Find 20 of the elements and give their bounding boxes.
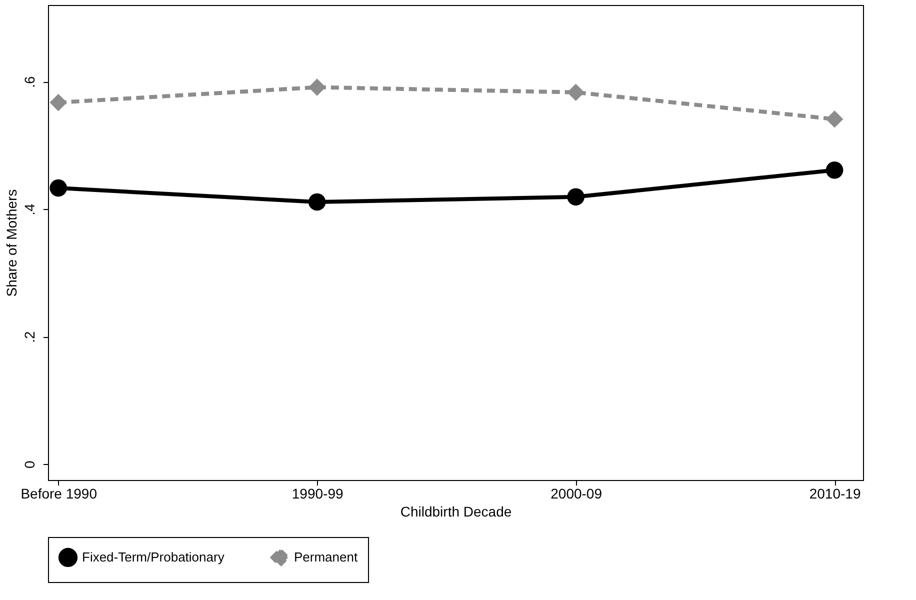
- point: [308, 193, 326, 211]
- y-axis-title: Share of Mothers: [4, 189, 20, 297]
- x-axis-title: Childbirth Decade: [400, 504, 512, 520]
- point: [50, 179, 68, 197]
- y-tick-label: .2: [22, 331, 38, 343]
- x-tick-label: Before 1990: [20, 486, 98, 502]
- point: [567, 84, 584, 102]
- legend-label: Permanent: [294, 549, 358, 564]
- x-tick-label: 1990-99: [292, 486, 344, 502]
- y-tick-label: .6: [22, 76, 38, 88]
- x-tick-label: 2000-09: [550, 486, 602, 502]
- y-tick-label: .4: [22, 203, 38, 216]
- point: [826, 161, 844, 179]
- y-tick-label: 0: [22, 460, 38, 468]
- x-tick-label: 2010-19: [809, 486, 861, 502]
- legend-label: Fixed-Term/Probationary: [82, 549, 225, 564]
- point: [50, 94, 68, 112]
- point: [826, 110, 844, 128]
- point: [567, 188, 584, 206]
- point: [308, 78, 326, 96]
